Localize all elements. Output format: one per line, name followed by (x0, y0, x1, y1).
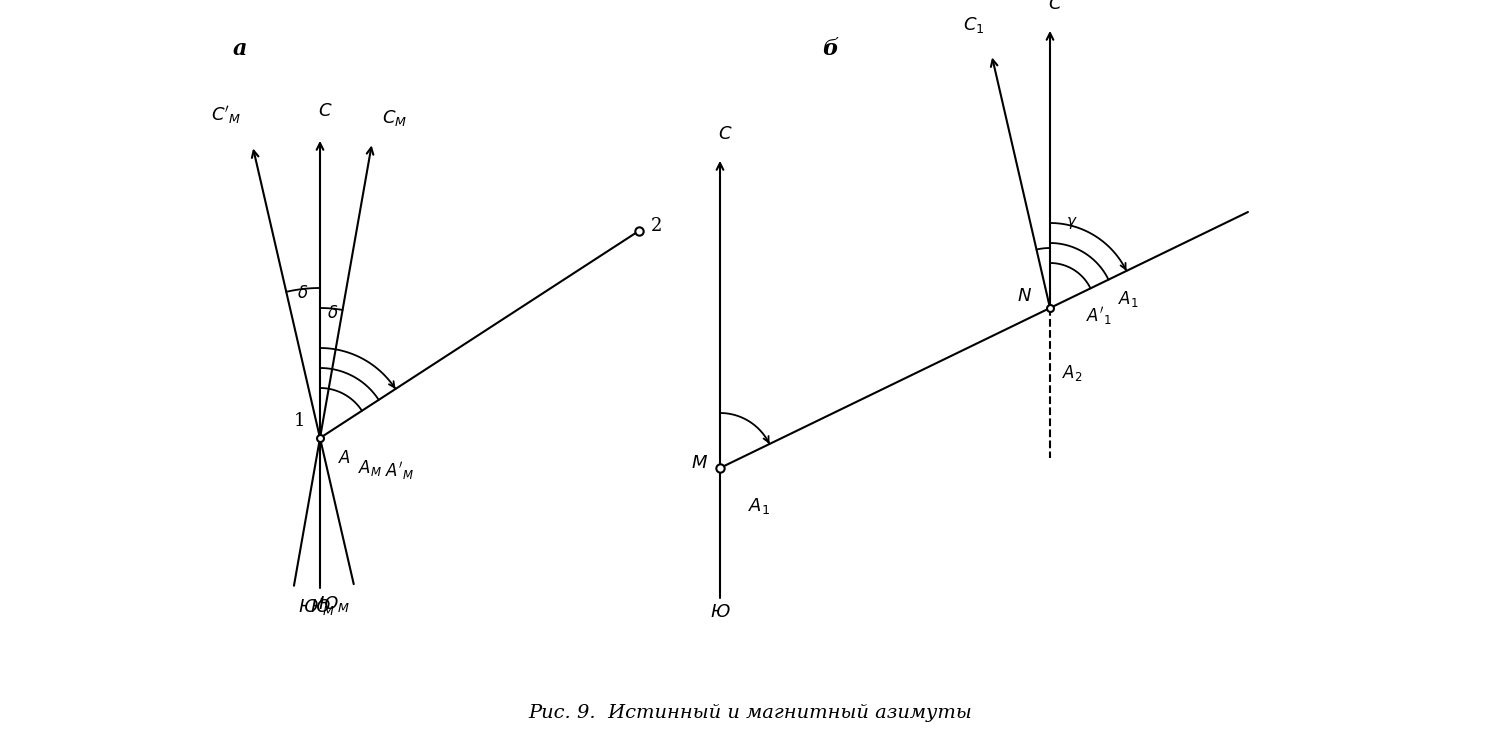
Text: $C'_М$: $C'_М$ (211, 104, 241, 126)
Text: 2: 2 (650, 217, 662, 235)
Text: 1: 1 (293, 412, 305, 430)
Text: $Ю$: $Ю$ (309, 598, 330, 616)
Text: $A'_1$: $A'_1$ (1086, 304, 1112, 327)
Text: $C$: $C$ (318, 102, 332, 120)
Text: $C_1$: $C_1$ (963, 15, 984, 35)
Text: $A_2$: $A_2$ (1062, 363, 1082, 383)
Text: $Ю'_М$: $Ю'_М$ (299, 595, 335, 618)
Text: $N$: $N$ (1017, 287, 1032, 305)
Text: $\delta$: $\delta$ (297, 284, 309, 301)
Text: $Ю$: $Ю$ (709, 603, 730, 621)
Text: $M$: $M$ (691, 454, 708, 472)
Text: $C_М$: $C_М$ (382, 108, 407, 128)
Text: $Ю_М$: $Ю_М$ (318, 594, 350, 614)
Text: $C$: $C$ (1047, 0, 1062, 13)
Text: $A_М$: $A_М$ (358, 458, 382, 478)
Text: Рис. 9.  Истинный и магнитный азимуты: Рис. 9. Истинный и магнитный азимуты (528, 704, 972, 722)
Text: а: а (232, 38, 247, 60)
Text: $A'_М$: $A'_М$ (385, 460, 413, 482)
Text: $\delta$: $\delta$ (327, 304, 338, 322)
Text: $A_1$: $A_1$ (1118, 289, 1139, 310)
Text: $A_1$: $A_1$ (748, 496, 770, 516)
Text: $\gamma$: $\gamma$ (1067, 215, 1077, 231)
Text: $C$: $C$ (718, 125, 732, 143)
Text: $A$: $A$ (338, 450, 352, 467)
Text: б: б (822, 38, 837, 60)
